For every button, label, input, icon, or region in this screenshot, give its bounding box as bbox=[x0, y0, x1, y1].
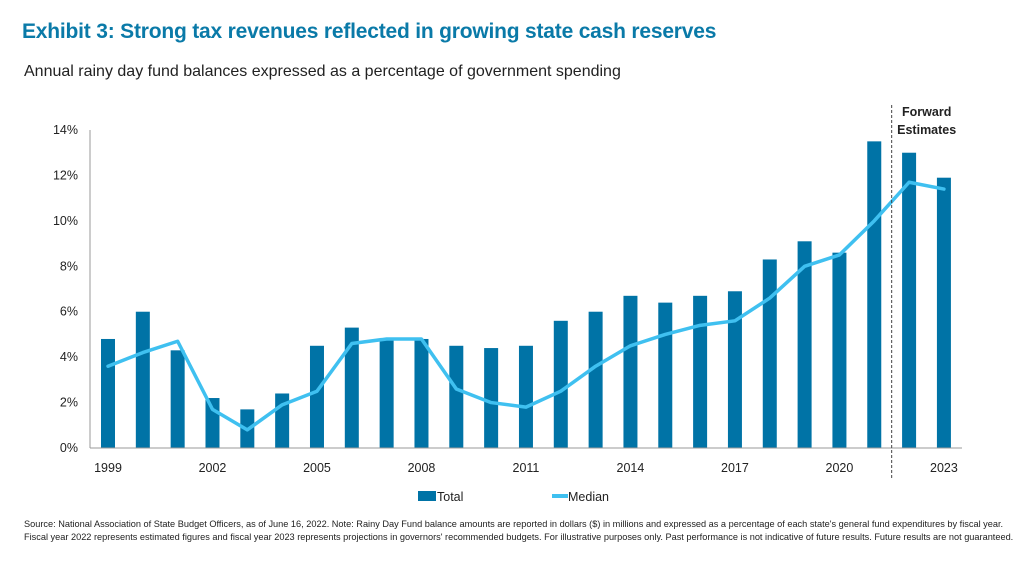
chart-title: Exhibit 3: Strong tax revenues reflected… bbox=[22, 20, 717, 43]
bar-total-2021 bbox=[867, 141, 882, 448]
bar-total-2000 bbox=[135, 311, 150, 448]
bar-total-2007 bbox=[379, 338, 394, 448]
legend-label-total: Total bbox=[437, 490, 463, 504]
legend-label-median: Median bbox=[568, 490, 609, 504]
forward-estimates-label-line2: Estimates bbox=[897, 123, 956, 137]
x-tick-label: 1999 bbox=[94, 461, 122, 475]
y-tick-label: 0% bbox=[60, 441, 78, 455]
y-tick-label: 8% bbox=[60, 259, 78, 273]
x-tick-label: 2008 bbox=[408, 461, 436, 475]
bar-total-2010 bbox=[484, 348, 499, 448]
bar-total-2012 bbox=[553, 320, 568, 448]
y-tick-label: 2% bbox=[60, 396, 78, 410]
bar-total-2022 bbox=[902, 152, 917, 448]
y-tick-label: 12% bbox=[53, 168, 78, 182]
footnote: Source: National Association of State Bu… bbox=[24, 519, 1014, 542]
bar-total-2016 bbox=[693, 295, 708, 448]
y-tick-label: 6% bbox=[60, 305, 78, 319]
x-tick-label: 2017 bbox=[721, 461, 749, 475]
forward-estimates-label-line1: Forward bbox=[902, 105, 951, 119]
x-tick-label: 2014 bbox=[617, 461, 645, 475]
bar-total-2011 bbox=[518, 345, 533, 448]
bar-total-2023 bbox=[936, 177, 951, 448]
bar-total-2015 bbox=[658, 302, 673, 448]
bar-total-2005 bbox=[309, 345, 324, 448]
bar-total-1999 bbox=[101, 338, 115, 448]
y-tick-label: 4% bbox=[60, 350, 78, 364]
bar-total-2009 bbox=[449, 345, 464, 448]
bar-total-2001 bbox=[170, 350, 185, 448]
y-tick-label: 10% bbox=[53, 214, 78, 228]
bar-total-2019 bbox=[797, 241, 812, 448]
bar-total-2013 bbox=[588, 311, 603, 448]
x-tick-label: 2011 bbox=[513, 461, 540, 475]
bar-total-2008 bbox=[414, 338, 429, 448]
bar-total-2006 bbox=[344, 327, 359, 448]
x-tick-label: 2023 bbox=[930, 461, 958, 475]
bar-total-2014 bbox=[623, 295, 638, 448]
legend-swatch-median bbox=[552, 494, 568, 498]
legend: Total Median bbox=[418, 490, 609, 504]
bar-total-2017 bbox=[727, 291, 742, 448]
x-tick-label: 2002 bbox=[199, 461, 227, 475]
bar-total-2020 bbox=[832, 252, 847, 448]
x-tick-label: 2005 bbox=[303, 461, 331, 475]
legend-swatch-total bbox=[418, 491, 436, 501]
bar-total-2002 bbox=[205, 398, 220, 448]
x-tick-label: 2020 bbox=[826, 461, 854, 475]
y-tick-label: 14% bbox=[53, 123, 78, 137]
chart-subtitle: Annual rainy day fund balances expressed… bbox=[24, 63, 621, 80]
median-line bbox=[106, 180, 946, 432]
bar-total-2018 bbox=[762, 259, 777, 448]
